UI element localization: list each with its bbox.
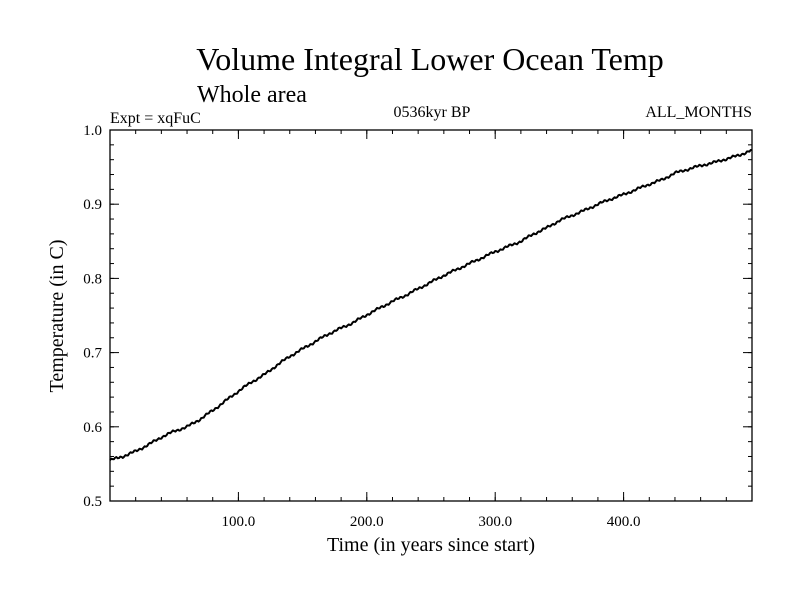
expt-label: Expt = xqFuC (110, 110, 201, 127)
y-tick-label: 0.6 (83, 420, 102, 436)
y-tick-label: 0.8 (83, 271, 102, 287)
x-tick-label: 100.0 (222, 514, 256, 530)
x-axis-label: Time (in years since start) (327, 534, 535, 556)
chart-subtitle: Whole area (197, 82, 307, 108)
y-tick-label: 1.0 (83, 123, 102, 139)
y-tick-label: 0.7 (83, 346, 102, 362)
plot-frame (109, 129, 753, 502)
period-label: 0536kyr BP (394, 104, 471, 121)
chart-title: Volume Integral Lower Ocean Temp (196, 41, 664, 77)
x-tick-label: 300.0 (478, 514, 512, 530)
x-tick-label: 200.0 (350, 514, 384, 530)
series-line (109, 148, 753, 461)
months-label: ALL_MONTHS (645, 104, 752, 121)
y-axis-label: Temperature (in C) (46, 240, 68, 393)
y-tick-label: 0.9 (83, 197, 102, 213)
y-tick-label: 0.5 (83, 494, 102, 510)
x-tick-label: 400.0 (607, 514, 641, 530)
